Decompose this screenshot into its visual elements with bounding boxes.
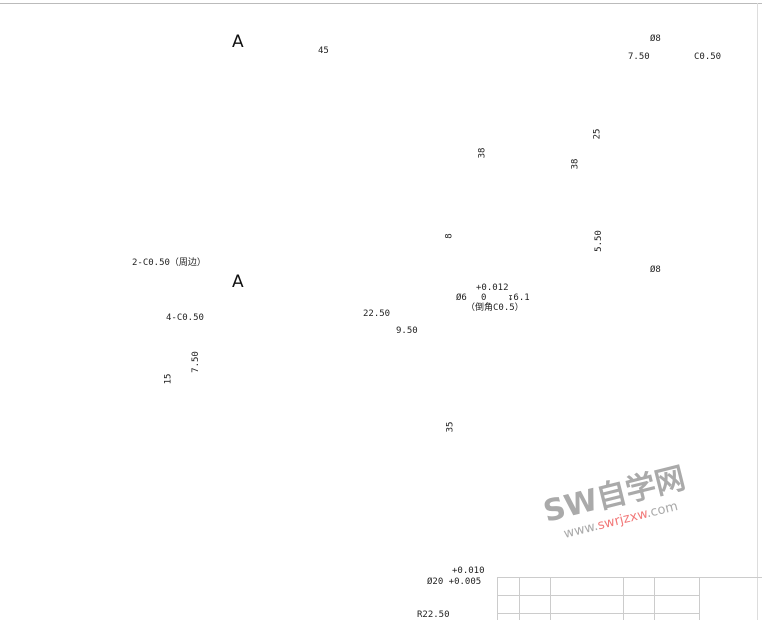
dim-38-a: 38 (477, 147, 488, 159)
dim-7-50-left: 7.50 (190, 351, 201, 373)
dim-8: 8 (444, 233, 455, 239)
section-label-a-top: A (232, 32, 244, 52)
chamfer-4-note: 4-C0.50 (166, 313, 204, 323)
bore-phi: Ø20 +0.005 (427, 577, 482, 587)
bore-tol-upper: +0.010 (452, 566, 485, 576)
dim-phi8-mid: Ø8 (650, 265, 661, 275)
dim-phi8-top: Ø8 (650, 34, 661, 44)
border-top (0, 3, 762, 4)
hole-tol-lower: 0 (481, 293, 487, 303)
title-block (497, 577, 762, 620)
hole-phi: Ø6 (456, 293, 467, 303)
dim-c0-50: C0.50 (694, 52, 722, 62)
radius-dim: R22.50 (417, 610, 450, 620)
dim-45: 45 (318, 46, 329, 56)
dim-9-50: 9.50 (396, 326, 418, 336)
dim-5-50: 5.50 (593, 230, 604, 252)
dim-7-50-top: 7.50 (628, 52, 650, 62)
border-right (757, 3, 758, 620)
dim-15: 15 (163, 373, 174, 385)
hole-depth: ↧6.1 (508, 293, 530, 303)
dim-25: 25 (592, 128, 603, 140)
section-label-a-mid: A (232, 272, 244, 292)
dim-22-50: 22.50 (363, 309, 391, 319)
hole-chamfer: （倒角C0.5） (466, 303, 524, 313)
hole-tol-upper: +0.012 (476, 283, 509, 293)
watermark: SW自学网 www.swrjzxw.com (538, 453, 693, 545)
dim-38-b: 38 (570, 158, 581, 170)
dim-35: 35 (445, 421, 456, 433)
chamfer-edge-note: 2-C0.50（周边） (132, 258, 206, 268)
